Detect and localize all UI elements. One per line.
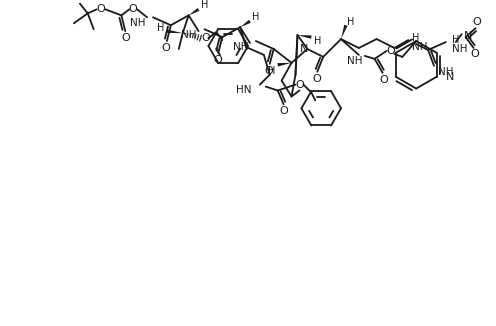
Polygon shape: [277, 63, 292, 67]
Text: NH: NH: [412, 42, 428, 52]
Text: O: O: [201, 33, 210, 43]
Text: N: N: [300, 44, 309, 54]
Text: NH: NH: [181, 30, 196, 40]
Text: NH: NH: [347, 56, 363, 66]
Text: O: O: [312, 74, 320, 84]
Text: H: H: [157, 23, 165, 33]
Text: O: O: [213, 55, 222, 65]
Text: H: H: [452, 35, 459, 45]
Text: H: H: [412, 33, 420, 43]
Text: N: N: [464, 31, 472, 41]
Text: H: H: [268, 66, 275, 76]
Text: O: O: [470, 49, 479, 59]
Text: H: H: [347, 17, 355, 27]
Text: O: O: [129, 4, 137, 14]
Text: H: H: [201, 0, 208, 10]
Text: O: O: [379, 75, 388, 85]
Text: N: N: [446, 72, 454, 82]
Text: O: O: [264, 66, 273, 76]
Text: HN: HN: [237, 84, 252, 95]
Text: NH: NH: [438, 67, 453, 77]
Polygon shape: [167, 29, 183, 33]
Text: NH: NH: [129, 18, 145, 28]
Text: O: O: [472, 17, 481, 27]
Text: NH: NH: [233, 42, 248, 52]
Polygon shape: [341, 25, 348, 39]
Text: H: H: [313, 36, 321, 46]
Text: O: O: [295, 80, 304, 90]
Text: NH: NH: [452, 44, 467, 54]
Text: O: O: [121, 33, 129, 43]
Polygon shape: [240, 20, 251, 27]
Polygon shape: [188, 8, 199, 15]
Text: H: H: [252, 12, 259, 22]
Text: O: O: [96, 4, 105, 14]
Text: O: O: [279, 106, 288, 116]
Text: O: O: [386, 46, 395, 56]
Polygon shape: [298, 35, 311, 39]
Text: O: O: [162, 43, 170, 53]
